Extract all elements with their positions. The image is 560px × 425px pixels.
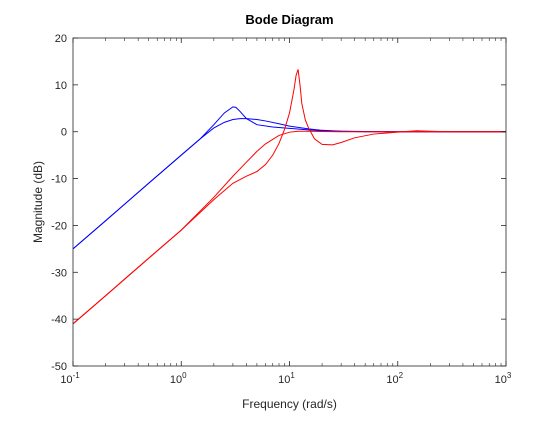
y-tick-label: -40 [51, 314, 67, 326]
plot-area [72, 37, 507, 367]
y-axis: 20 10 0 -10 -20 -30 -40 -50 [51, 33, 506, 373]
series-line-2 [73, 118, 506, 250]
y-tick-label: -20 [51, 220, 67, 232]
axes-box [72, 37, 507, 367]
y-tick-label: 10 [55, 80, 67, 92]
x-tick-label: 102 [386, 371, 403, 386]
x-tick-label: 100 [170, 371, 187, 386]
x-tick-label: 10-1 [60, 371, 80, 386]
x-axis: 10-1 100 101 102 103 [60, 38, 512, 386]
series-line-3 [73, 69, 506, 325]
y-axis-label: Magnitude (dB) [31, 161, 45, 243]
y-tick-label: -10 [51, 174, 67, 186]
y-tick-label: 0 [61, 127, 67, 139]
y-tick-label: -30 [51, 267, 67, 279]
x-axis-label: Frequency (rad/s) [242, 397, 337, 411]
chart-title: Bode Diagram [245, 12, 333, 27]
y-tick-label: 20 [55, 33, 67, 45]
y-tick-label: -50 [51, 361, 67, 373]
x-tick-label: 103 [495, 371, 512, 386]
series-line-4 [73, 130, 506, 325]
x-tick-label: 101 [278, 371, 295, 386]
series-line-1 [73, 106, 506, 250]
